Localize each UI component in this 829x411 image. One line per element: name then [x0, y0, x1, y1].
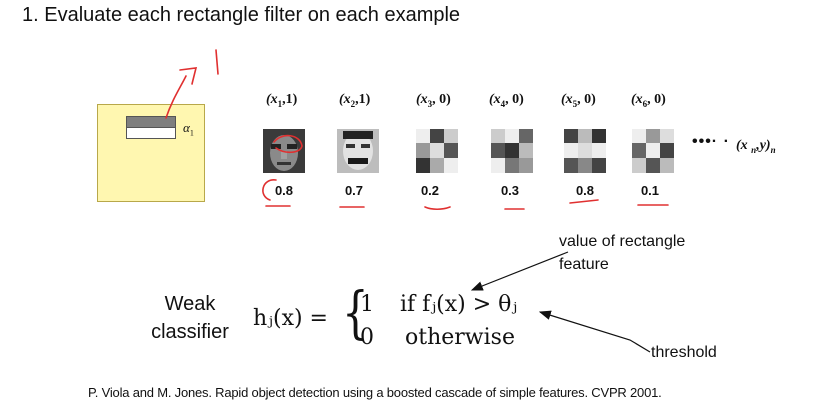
- feature-annotation-line1: value of rectangle: [559, 233, 686, 250]
- example-label-4: (x4, 0): [489, 92, 524, 109]
- formula-row1-value: 1: [360, 292, 374, 317]
- underline-score5: [569, 199, 599, 204]
- formula-row2-value: 0: [360, 325, 374, 350]
- score-6: 0.1: [640, 183, 660, 198]
- nonface-thumbnail-4: [491, 129, 533, 173]
- example-label-n: (x n,y)n: [736, 138, 776, 155]
- feature-annotation-line2: feature: [559, 256, 609, 273]
- formula-lhs: hⱼ(x) =: [253, 306, 328, 331]
- weak-label-line1: Weak: [164, 293, 216, 315]
- score-1: 0.8: [274, 183, 294, 198]
- alpha-subscript: 1: [189, 128, 194, 138]
- score-4: 0.3: [500, 183, 520, 198]
- nonface-thumbnail-6: [632, 129, 674, 173]
- example-label-6: (x6, 0): [631, 92, 666, 109]
- citation: P. Viola and M. Jones. Rapid object dete…: [88, 385, 662, 400]
- handwritten-tick: [215, 49, 219, 75]
- alpha-symbol: α: [183, 120, 190, 135]
- score-2: 0.7: [344, 183, 364, 198]
- weak-classifier-label: Weak classifier: [140, 290, 240, 346]
- example-label-5: (x5, 0): [561, 92, 596, 109]
- nonface-thumbnail-3: [416, 129, 458, 173]
- example-label-1: (x1,1): [266, 92, 298, 109]
- face-thumbnail-2: [337, 129, 379, 173]
- feature-value-annotation: value of rectangle feature: [559, 230, 729, 276]
- formula-row1-condition: if fⱼ(x) > θⱼ: [400, 292, 518, 317]
- face-thumbnail-1: [263, 129, 305, 173]
- nonface-thumbnail-5: [564, 129, 606, 173]
- underline-score3: [424, 206, 451, 211]
- weak-label-line2: classifier: [151, 321, 229, 343]
- score-5: 0.8: [575, 183, 595, 198]
- feature-arrow: [470, 251, 569, 291]
- example-label-2: (x2,1): [339, 92, 371, 109]
- slide-title: 1. Evaluate each rectangle filter on eac…: [22, 4, 461, 26]
- threshold-annotation: threshold: [651, 344, 717, 361]
- example-label-3: (x3, 0): [416, 92, 451, 109]
- score-3: 0.2: [420, 183, 440, 198]
- filter-light-region: [126, 127, 176, 139]
- filter-alpha-label: α1: [183, 120, 194, 138]
- formula-brace: {: [342, 281, 369, 346]
- ellipsis: •••· ·: [692, 133, 730, 150]
- formula-row2-condition: otherwise: [405, 325, 515, 350]
- threshold-arrow: [538, 310, 651, 353]
